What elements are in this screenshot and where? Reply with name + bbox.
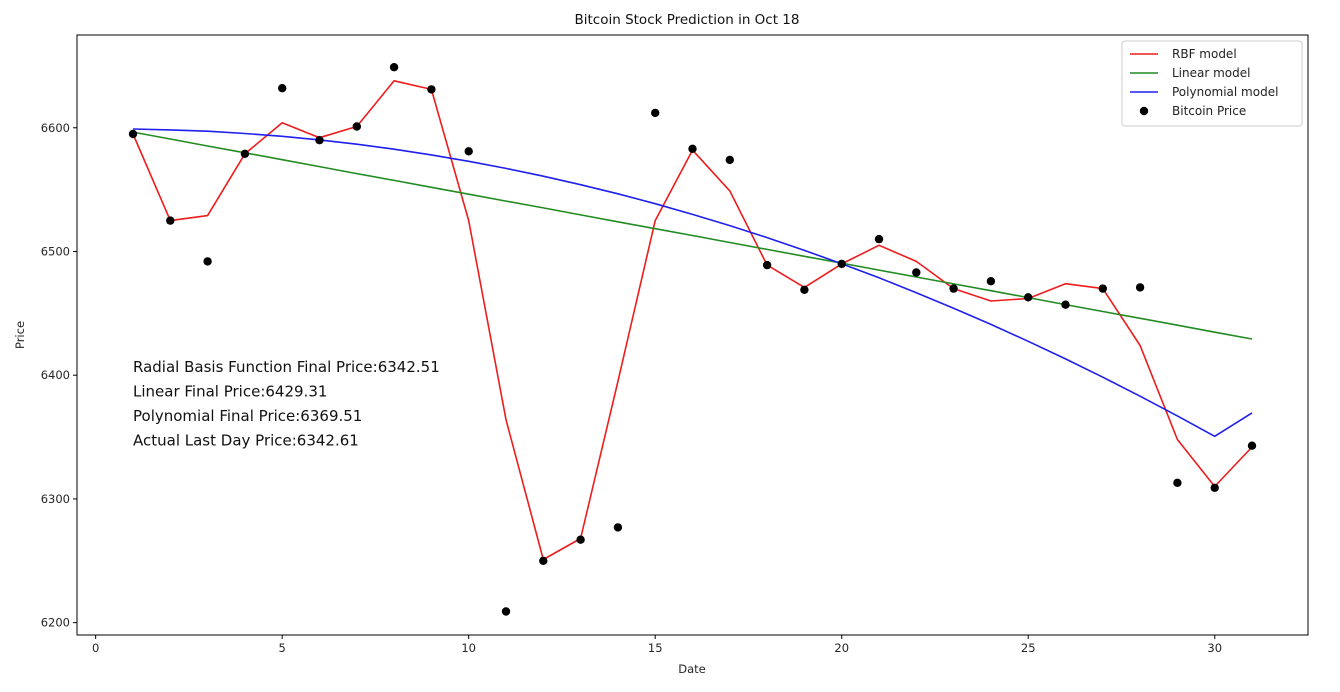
chart-title: Bitcoin Stock Prediction in Oct 18 (574, 12, 799, 28)
y-tick-label: 6600 (41, 121, 70, 135)
plot-area (128, 62, 1257, 616)
price-point (1135, 283, 1145, 292)
x-tick-label: 0 (92, 641, 99, 655)
x-axis-label: Date (678, 662, 706, 676)
price-point (1023, 293, 1033, 302)
price-point (1173, 478, 1182, 487)
price-point (1210, 483, 1219, 492)
price-point (464, 147, 473, 156)
legend-label: Bitcoin Price (1172, 104, 1246, 118)
price-point (389, 62, 399, 72)
price-point (1247, 441, 1257, 450)
price-point (1061, 300, 1070, 309)
price-point (315, 136, 324, 145)
price-point (576, 535, 585, 544)
price-point (278, 84, 287, 93)
y-tick-label: 6400 (41, 368, 70, 382)
price-point (352, 122, 361, 131)
x-tick-label: 10 (461, 641, 476, 655)
annotation-text: Linear Final Price:6429.31 (133, 383, 327, 401)
legend-label: RBF model (1172, 47, 1237, 61)
x-tick-label: 20 (834, 641, 849, 655)
plot-frame (76, 34, 1309, 636)
legend-label: Polynomial model (1172, 85, 1278, 99)
price-point (837, 259, 846, 269)
price-point (501, 607, 511, 616)
legend-swatch (1139, 106, 1149, 116)
legend-label: Linear model (1172, 66, 1250, 80)
price-point (128, 129, 138, 139)
x-tick-label: 30 (1207, 641, 1222, 655)
price-point (240, 149, 250, 158)
price-point (912, 268, 921, 277)
series-line-linear-model (132, 131, 1253, 340)
price-point (651, 108, 660, 118)
annotations: Radial Basis Function Final Price:6342.5… (133, 358, 440, 450)
price-point (427, 85, 436, 94)
y-tick-label: 6500 (41, 244, 70, 258)
x-tick-label: 5 (279, 641, 286, 655)
annotation-text: Radial Basis Function Final Price:6342.5… (133, 358, 440, 376)
price-point (874, 234, 884, 244)
annotation-text: Polynomial Final Price:6369.51 (133, 407, 362, 425)
y-axis-ticks: 6200 6300 6400 6500 6600 (41, 121, 77, 630)
price-point (725, 155, 734, 165)
price-point (166, 216, 175, 225)
legend: RBF model Linear model Polynomial model Bit… (1121, 40, 1303, 127)
x-tick-label: 15 (648, 641, 663, 655)
x-axis-ticks: 0 5 10 15 20 25 30 (92, 635, 1222, 655)
annotation-text: Actual Last Day Price:6342.61 (133, 432, 359, 450)
price-point (986, 277, 996, 286)
price-point (800, 285, 809, 294)
price-point (762, 260, 772, 270)
price-point (1098, 284, 1108, 293)
legend-box (1121, 40, 1303, 127)
x-tick-label: 25 (1021, 641, 1036, 655)
price-point (949, 284, 958, 293)
price-point (203, 257, 212, 266)
price-point (613, 523, 623, 532)
y-axis-label: Price (13, 321, 27, 349)
price-point (539, 556, 548, 565)
y-tick-label: 6300 (41, 492, 70, 506)
y-tick-label: 6200 (41, 616, 70, 630)
price-point (688, 144, 697, 153)
